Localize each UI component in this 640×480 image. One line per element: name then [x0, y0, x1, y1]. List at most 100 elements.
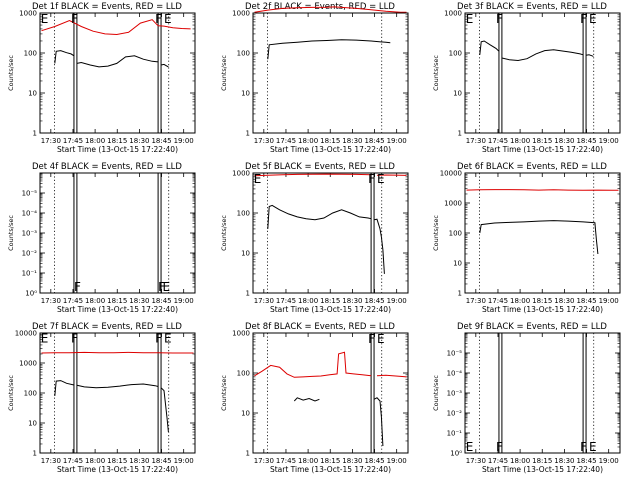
x-tick-label: 17:45 [488, 137, 508, 145]
y-tick-label: 100 [24, 50, 37, 58]
x-tick-label: 17:30 [466, 297, 486, 305]
e-marker-label: E [164, 12, 172, 26]
panel-title: Det 9f BLACK = Events, RED = LLD [457, 322, 607, 332]
e-marker-label: E [41, 12, 49, 26]
f-marker-label: F [71, 332, 78, 346]
y-tick-label: 10⁰ [450, 450, 462, 458]
panel-det1: Det 1f BLACK = Events, RED = LLD Counts/s… [7, 2, 196, 154]
x-tick-label: 18:30 [554, 457, 574, 465]
x-tick-label: 17:30 [254, 297, 274, 305]
x-tick-label: 17:45 [276, 457, 296, 465]
x-tick-label: 18:15 [107, 297, 127, 305]
events-series-line [160, 387, 169, 433]
y-tick-label: 10⁻⁴ [447, 370, 463, 378]
y-tick-label: 10 [453, 90, 462, 98]
x-tick-label: 19:00 [174, 137, 194, 145]
x-tick-label: 18:15 [107, 457, 127, 465]
x-tick-label: 17:45 [63, 297, 83, 305]
x-tick-label: 19:00 [599, 137, 619, 145]
y-tick-label: 100 [24, 390, 37, 398]
y-axis-label: Counts/sec [432, 375, 440, 411]
y-tick-label: 1000 [19, 10, 37, 18]
events-series-line [54, 50, 75, 64]
y-axis-label: Counts/sec [220, 55, 228, 91]
events-series-line [501, 49, 584, 62]
y-axis-label: Counts/sec [220, 215, 228, 251]
y-tick-label: 10 [241, 90, 250, 98]
y-tick-label: 10⁻¹ [447, 430, 463, 438]
events-series-line [373, 397, 384, 447]
x-tick-label: 17:45 [63, 457, 83, 465]
panel-det4: Det 4f BLACK = Events, RED = LLD Counts/s… [7, 162, 196, 314]
x-tick-label: 18:30 [554, 137, 574, 145]
x-tick-label: 19:00 [387, 297, 407, 305]
x-tick-label: 18:30 [129, 457, 149, 465]
y-tick-label: 10 [241, 410, 250, 418]
y-tick-label: 10⁻¹ [22, 270, 38, 278]
x-tick-label: 17:30 [41, 137, 61, 145]
y-axis-label: Counts/sec [7, 215, 15, 251]
y-tick-label: 10000 [15, 330, 37, 338]
y-tick-label: 10⁻² [22, 250, 38, 258]
f-marker-label: F [158, 280, 165, 294]
x-tick-label: 18:30 [129, 297, 149, 305]
y-tick-label: 100 [237, 210, 250, 218]
x-axis-label: Start Time (13-Oct-15 17:22:40) [270, 145, 391, 154]
x-tick-label: 19:00 [599, 297, 619, 305]
y-tick-label: 10⁻⁴ [22, 210, 38, 218]
panel-title: Det 4f BLACK = Events, RED = LLD [32, 162, 182, 172]
x-tick-label: 18:30 [342, 137, 362, 145]
f-marker-label: F [71, 12, 78, 26]
lld-series-line [41, 351, 194, 354]
y-tick-label: 100 [237, 50, 250, 58]
x-tick-label: 18:45 [151, 457, 171, 465]
y-tick-label: 10000 [440, 170, 462, 178]
panel-det7: Det 7f BLACK = Events, RED = LLD Counts/s… [7, 322, 196, 474]
y-tick-label: 1 [246, 290, 250, 298]
e-marker-label: E [377, 172, 385, 186]
plot-frame [464, 332, 621, 454]
x-tick-label: 18:30 [342, 297, 362, 305]
panel-det8: Det 8f BLACK = Events, RED = LLD Counts/s… [220, 322, 409, 474]
f-marker-label: F [496, 440, 503, 454]
x-tick-label: 17:45 [488, 457, 508, 465]
y-tick-label: 10 [28, 90, 37, 98]
e-marker-label: E [164, 332, 172, 346]
x-tick-label: 18:00 [510, 457, 530, 465]
x-tick-label: 17:30 [466, 137, 486, 145]
f-marker-label: F [580, 12, 587, 26]
y-tick-label: 10 [453, 260, 462, 268]
x-tick-label: 18:15 [320, 297, 340, 305]
x-tick-label: 17:45 [276, 297, 296, 305]
e-marker-label: E [254, 172, 262, 186]
events-series-line [160, 63, 169, 68]
x-tick-label: 18:15 [532, 297, 552, 305]
plot-frame [252, 172, 409, 294]
y-tick-label: 1 [33, 450, 37, 458]
y-tick-label: 1 [33, 130, 37, 138]
f-marker-label: F [155, 332, 162, 346]
x-tick-label: 18:45 [576, 297, 596, 305]
x-tick-label: 17:45 [488, 297, 508, 305]
x-tick-label: 18:00 [298, 137, 318, 145]
x-tick-label: 18:00 [298, 297, 318, 305]
y-tick-label: 100 [449, 230, 462, 238]
plot-frame [252, 12, 409, 134]
x-tick-label: 18:00 [298, 457, 318, 465]
lld-series-line [466, 189, 619, 191]
f-marker-label: F [368, 172, 375, 186]
y-axis-label: Counts/sec [432, 55, 440, 91]
x-tick-label: 18:45 [151, 297, 171, 305]
y-tick-label: 1000 [444, 200, 462, 208]
panel-det9: Det 9f BLACK = Events, RED = LLD Counts/s… [432, 322, 621, 474]
x-tick-label: 18:00 [510, 297, 530, 305]
x-tick-label: 18:00 [85, 457, 105, 465]
panel-title: Det 6f BLACK = Events, RED = LLD [457, 162, 607, 172]
x-tick-label: 18:15 [320, 137, 340, 145]
lld-series-line [254, 6, 407, 13]
y-tick-label: 10⁻⁵ [22, 190, 38, 198]
y-tick-label: 100 [237, 370, 250, 378]
y-tick-label: 1 [246, 450, 250, 458]
y-tick-label: 10⁻² [447, 410, 463, 418]
